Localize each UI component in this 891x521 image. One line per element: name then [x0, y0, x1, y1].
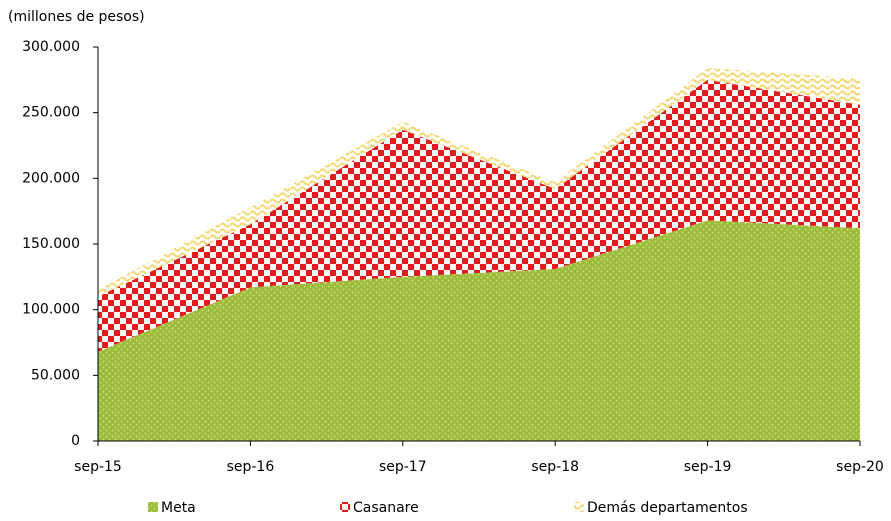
y-tick-label: 100.000 [22, 302, 80, 318]
area [98, 68, 860, 297]
x-tick-label: sep-20 [836, 459, 884, 475]
y-tick-label: 200.000 [22, 170, 80, 186]
area [98, 79, 860, 352]
legend-swatch [340, 502, 350, 512]
y-tick-label: 250.000 [22, 105, 80, 121]
y-tick-label: 150.000 [22, 236, 80, 252]
y-tick-label: 0 [71, 433, 80, 449]
y-axis-label: (millones de pesos) [8, 9, 145, 25]
x-tick-label: sep-17 [379, 459, 427, 475]
legend-label: Meta [161, 500, 196, 516]
legend-swatch [574, 502, 584, 512]
x-tick-label: sep-19 [684, 459, 732, 475]
x-tick-label: sep-16 [227, 459, 275, 475]
legend-swatch [148, 502, 158, 512]
legend-label: Demás departamentos [587, 500, 748, 516]
y-tick-label: 300.000 [22, 39, 80, 55]
legend-label: Casanare [353, 500, 419, 516]
y-tick-label: 50.000 [31, 367, 80, 383]
x-tick-label: sep-15 [74, 459, 122, 475]
x-tick-label: sep-18 [531, 459, 579, 475]
area [98, 220, 860, 441]
